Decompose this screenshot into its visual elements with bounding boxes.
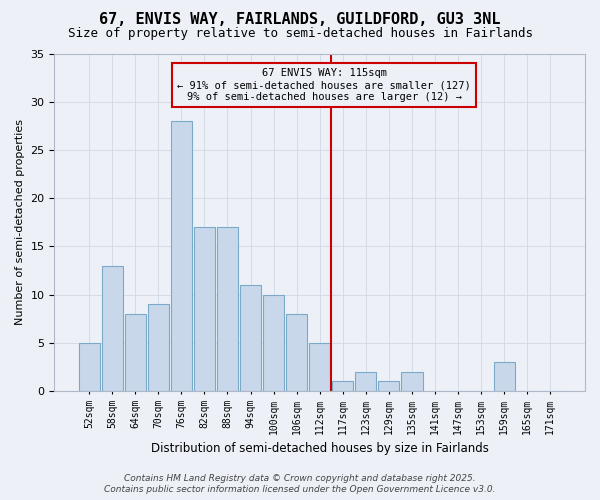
Bar bbox=[240, 285, 261, 391]
Bar bbox=[125, 314, 146, 391]
Bar bbox=[217, 227, 238, 391]
Bar bbox=[378, 381, 400, 391]
Text: Contains HM Land Registry data © Crown copyright and database right 2025.
Contai: Contains HM Land Registry data © Crown c… bbox=[104, 474, 496, 494]
Bar bbox=[194, 227, 215, 391]
Text: 67, ENVIS WAY, FAIRLANDS, GUILDFORD, GU3 3NL: 67, ENVIS WAY, FAIRLANDS, GUILDFORD, GU3… bbox=[99, 12, 501, 28]
Text: Size of property relative to semi-detached houses in Fairlands: Size of property relative to semi-detach… bbox=[67, 28, 533, 40]
X-axis label: Distribution of semi-detached houses by size in Fairlands: Distribution of semi-detached houses by … bbox=[151, 442, 488, 455]
Y-axis label: Number of semi-detached properties: Number of semi-detached properties bbox=[15, 120, 25, 326]
Bar bbox=[148, 304, 169, 391]
Bar bbox=[171, 122, 192, 391]
Bar bbox=[494, 362, 515, 391]
Bar bbox=[79, 342, 100, 391]
Bar bbox=[286, 314, 307, 391]
Bar bbox=[101, 266, 123, 391]
Bar bbox=[332, 381, 353, 391]
Bar bbox=[263, 294, 284, 391]
Bar bbox=[401, 372, 422, 391]
Text: 67 ENVIS WAY: 115sqm
← 91% of semi-detached houses are smaller (127)
9% of semi-: 67 ENVIS WAY: 115sqm ← 91% of semi-detac… bbox=[178, 68, 471, 102]
Bar bbox=[309, 342, 331, 391]
Bar bbox=[355, 372, 376, 391]
